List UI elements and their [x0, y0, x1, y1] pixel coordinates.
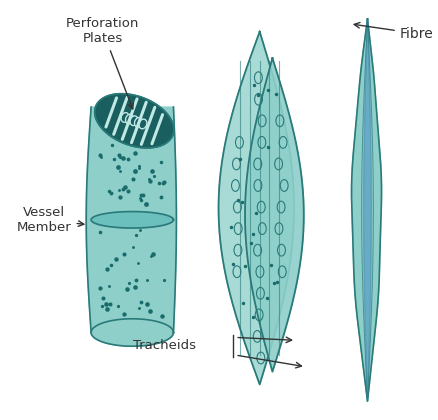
Polygon shape [218, 32, 293, 384]
Polygon shape [351, 19, 381, 401]
Ellipse shape [139, 119, 147, 129]
Polygon shape [91, 212, 173, 228]
Text: Tracheids: Tracheids [133, 339, 195, 352]
Ellipse shape [134, 118, 142, 127]
Ellipse shape [125, 114, 133, 124]
Ellipse shape [121, 113, 129, 122]
Polygon shape [91, 319, 173, 346]
Text: Perforation
Plates: Perforation Plates [66, 17, 139, 109]
Ellipse shape [130, 116, 138, 126]
Text: Fibre: Fibre [353, 23, 433, 41]
Polygon shape [95, 94, 173, 148]
Polygon shape [363, 19, 371, 401]
Polygon shape [244, 58, 303, 372]
Polygon shape [86, 107, 176, 333]
Text: Vessel
Member: Vessel Member [17, 206, 84, 234]
